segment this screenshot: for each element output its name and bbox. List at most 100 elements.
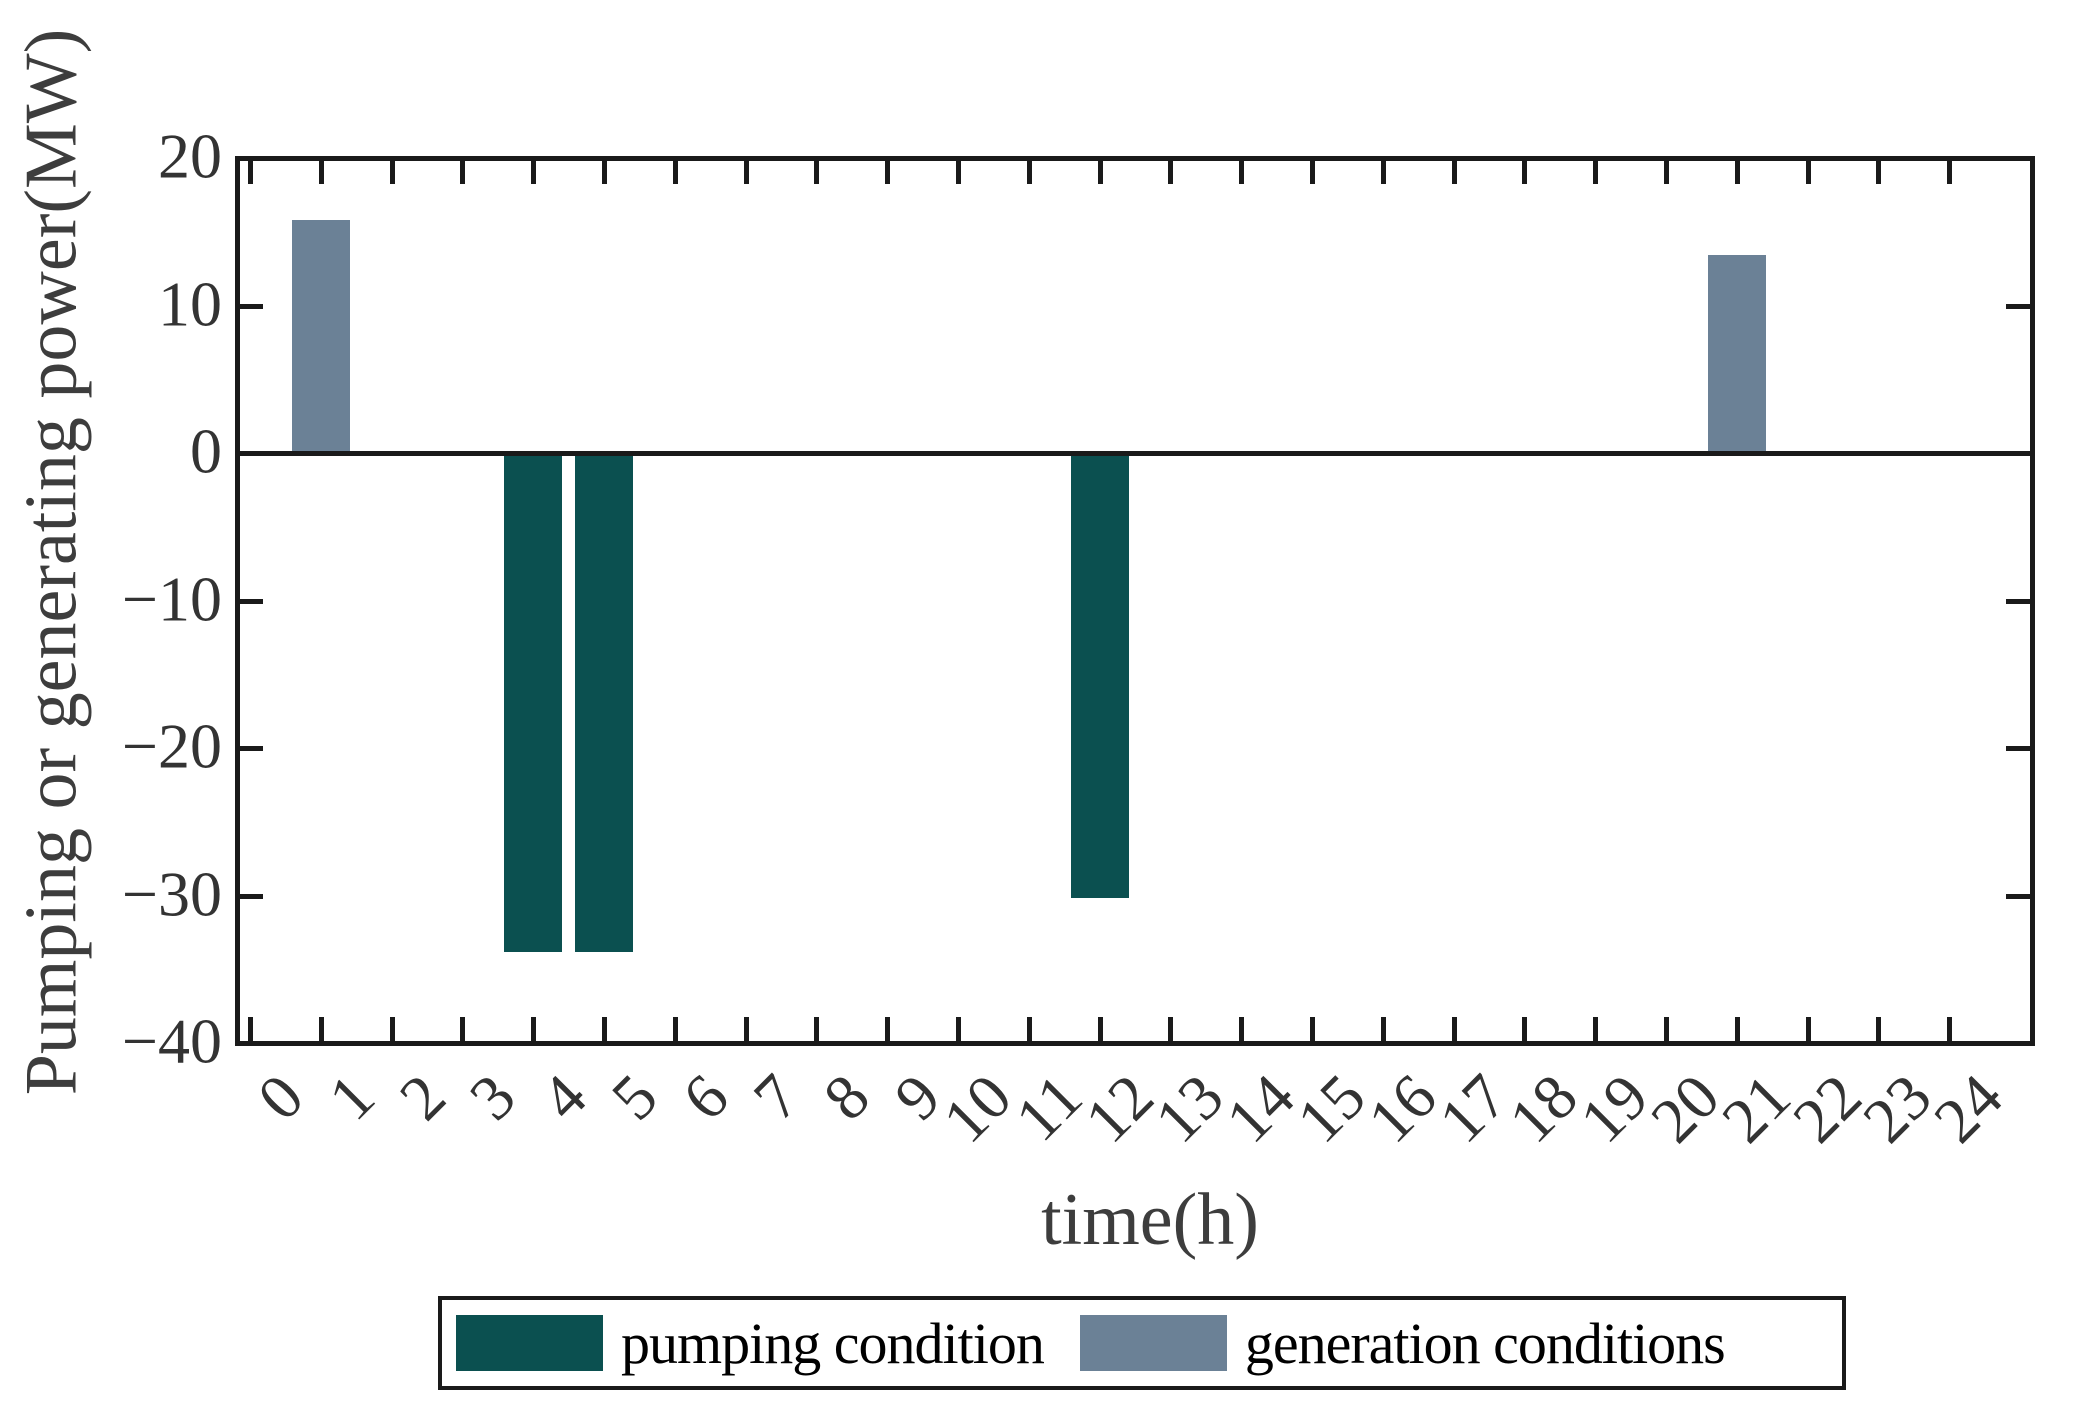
pumping-bar-h5 xyxy=(575,453,633,952)
x-tick-bottom xyxy=(1026,1017,1032,1041)
x-tick-top xyxy=(743,160,749,184)
x-tick-top xyxy=(672,160,678,184)
axis-box-right xyxy=(2030,156,2035,1046)
generation-bar-h21 xyxy=(1707,255,1766,453)
x-tick-bottom xyxy=(814,1017,820,1041)
y-tick-left xyxy=(239,451,263,456)
y-tick-left xyxy=(239,893,263,899)
x-tick-top xyxy=(1734,160,1740,184)
x-tick-bottom xyxy=(248,1017,253,1041)
y-tick-left xyxy=(239,746,263,751)
y-tick-label: −30 xyxy=(121,858,222,930)
y-tick-label: 0 xyxy=(190,415,222,487)
y-tick-label: 10 xyxy=(158,268,222,340)
x-tick-bottom xyxy=(460,1017,466,1041)
axis-box-left xyxy=(235,156,240,1046)
x-tick-label: 0 xyxy=(243,1060,317,1134)
x-tick-label: 2 xyxy=(385,1060,459,1134)
x-tick-bottom xyxy=(602,1017,607,1041)
x-tick-top xyxy=(460,160,466,184)
x-tick-top xyxy=(1805,160,1811,184)
x-tick-bottom xyxy=(1593,1017,1599,1041)
x-tick-top xyxy=(885,160,891,184)
y-tick-right xyxy=(2006,746,2030,751)
x-tick-bottom xyxy=(1097,1017,1103,1041)
x-tick-bottom xyxy=(531,1017,537,1041)
x-tick-top xyxy=(1097,160,1103,184)
pumping-bar-h4 xyxy=(504,453,563,952)
x-tick-bottom xyxy=(1522,1017,1528,1041)
y-tick-left xyxy=(239,303,263,309)
x-tick-label: 8 xyxy=(810,1060,884,1134)
y-tick-left xyxy=(239,598,263,604)
x-tick-label: 24 xyxy=(1920,1060,2016,1157)
x-tick-bottom xyxy=(1168,1017,1174,1041)
y-tick-label: −20 xyxy=(121,710,222,782)
x-tick-bottom xyxy=(1947,1017,1953,1041)
legend: pumping condition generation conditions xyxy=(438,1296,1846,1390)
y-tick-right xyxy=(2006,893,2030,899)
x-tick-bottom xyxy=(1805,1017,1811,1041)
y-tick-label: −10 xyxy=(121,563,222,635)
x-tick-bottom xyxy=(1451,1017,1457,1041)
x-tick-label: 6 xyxy=(668,1060,742,1134)
x-tick-label: 5 xyxy=(597,1060,671,1134)
x-tick-top xyxy=(318,160,324,184)
x-tick-top xyxy=(1168,160,1174,184)
y-tick-label: −40 xyxy=(121,1005,222,1077)
x-tick-top xyxy=(248,160,253,184)
pumping-condition-label: pumping condition xyxy=(621,1310,1045,1376)
x-tick-bottom xyxy=(743,1017,749,1041)
x-tick-top xyxy=(531,160,537,184)
y-tick-label: 20 xyxy=(158,120,222,192)
x-tick-top xyxy=(1451,160,1457,184)
y-tick-right xyxy=(2006,303,2030,309)
y-tick-left xyxy=(239,1041,263,1046)
x-tick-bottom xyxy=(1664,1017,1669,1041)
x-tick-bottom xyxy=(885,1017,891,1041)
y-tick-right xyxy=(2006,1041,2030,1046)
x-tick-top xyxy=(1380,160,1386,184)
y-tick-right xyxy=(2006,598,2030,604)
x-axis-label: time(h) xyxy=(1041,1179,1259,1261)
pumping-condition-swatch xyxy=(456,1315,603,1371)
x-tick-bottom xyxy=(1380,1017,1386,1041)
x-tick-top xyxy=(1664,160,1669,184)
x-tick-top xyxy=(1310,160,1315,184)
generation-conditions-swatch xyxy=(1079,1315,1227,1371)
x-tick-bottom xyxy=(318,1017,324,1041)
y-tick-right xyxy=(2006,451,2030,456)
x-tick-top xyxy=(1026,160,1032,184)
x-tick-bottom xyxy=(672,1017,678,1041)
x-tick-label: 3 xyxy=(456,1060,530,1134)
x-tick-bottom xyxy=(389,1017,395,1041)
x-tick-label: 1 xyxy=(314,1060,388,1134)
x-tick-bottom xyxy=(1239,1017,1245,1041)
pumping-bar-h12 xyxy=(1070,453,1129,899)
y-tick-right xyxy=(2006,156,2030,161)
generation-bar-h1 xyxy=(291,219,350,453)
x-tick-top xyxy=(814,160,820,184)
x-tick-top xyxy=(1593,160,1599,184)
axis-box-top xyxy=(235,156,2035,161)
x-tick-label: 4 xyxy=(527,1060,600,1134)
y-axis-label: Pumping or generating power(MW) xyxy=(10,28,93,1096)
x-tick-bottom xyxy=(1310,1017,1315,1041)
axis-box-bottom xyxy=(235,1041,2035,1046)
x-tick-top xyxy=(602,160,607,184)
zero-line xyxy=(237,451,2032,456)
x-tick-top xyxy=(1522,160,1528,184)
legend-entry-pumping: pumping condition xyxy=(456,1310,1045,1377)
x-tick-top xyxy=(956,160,961,184)
x-tick-top xyxy=(389,160,395,184)
x-tick-top xyxy=(1876,160,1882,184)
x-tick-bottom xyxy=(1876,1017,1882,1041)
x-tick-top xyxy=(1239,160,1245,184)
y-tick-left xyxy=(239,156,263,161)
x-tick-bottom xyxy=(1734,1017,1740,1041)
x-tick-top xyxy=(1947,160,1953,184)
legend-entry-generation: generation conditions xyxy=(1079,1310,1726,1377)
generation-conditions-label: generation conditions xyxy=(1244,1310,1726,1376)
x-tick-label: 7 xyxy=(739,1060,813,1134)
